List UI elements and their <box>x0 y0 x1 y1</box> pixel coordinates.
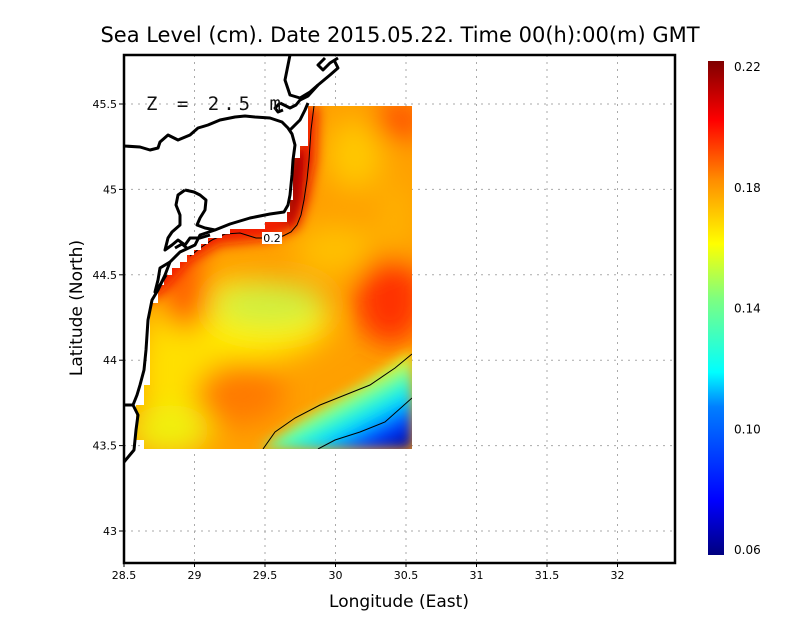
chart-title: Sea Level (cm). Date 2015.05.22. Time 00… <box>100 23 699 47</box>
sea-level-field <box>136 106 412 449</box>
x-tick-label: 31.5 <box>535 569 560 582</box>
contour-label: 0.2 <box>263 232 281 245</box>
contour-label-box <box>262 232 282 244</box>
colorbar-tick-label: 0.18 <box>734 181 761 195</box>
x-tick-label: 29.5 <box>253 569 278 582</box>
y-axis: 43 43.5 44 44.5 45 45.5 <box>93 98 124 538</box>
x-tick-label: 31 <box>470 569 484 582</box>
x-tick-label: 28.5 <box>112 569 137 582</box>
x-tick-label: 30.5 <box>394 569 419 582</box>
colorbar-ticks: 0.06 0.10 0.14 0.18 0.22 <box>734 60 761 557</box>
colorbar <box>708 61 724 555</box>
colorbar-tick-label: 0.06 <box>734 543 761 557</box>
x-axis-label: Longitude (East) <box>329 592 469 612</box>
colorbar-tick-label: 0.22 <box>734 60 761 74</box>
contour-line-low-2 <box>317 397 412 449</box>
y-axis-label: Latitude (North) <box>67 240 87 376</box>
y-tick-label: 43.5 <box>93 440 118 453</box>
x-axis: 28.5 29 29.5 30 30.5 31 31.5 32 <box>112 563 625 582</box>
y-tick-label: 43 <box>103 525 117 538</box>
coastline <box>124 55 340 463</box>
x-tick-label: 30 <box>329 569 343 582</box>
colorbar-tick-label: 0.14 <box>734 302 761 316</box>
y-tick-label: 44 <box>103 354 117 367</box>
depth-annotation: Z = 2.5 m <box>146 93 285 115</box>
x-tick-label: 32 <box>611 569 625 582</box>
colorbar-tick-label: 0.10 <box>734 422 761 436</box>
x-tick-label: 29 <box>188 569 202 582</box>
contour-line-low-1 <box>262 353 412 449</box>
y-tick-label: 45.5 <box>93 98 118 111</box>
y-tick-label: 44.5 <box>93 269 118 282</box>
plot-frame <box>122 53 677 565</box>
y-tick-label: 45 <box>103 183 117 196</box>
